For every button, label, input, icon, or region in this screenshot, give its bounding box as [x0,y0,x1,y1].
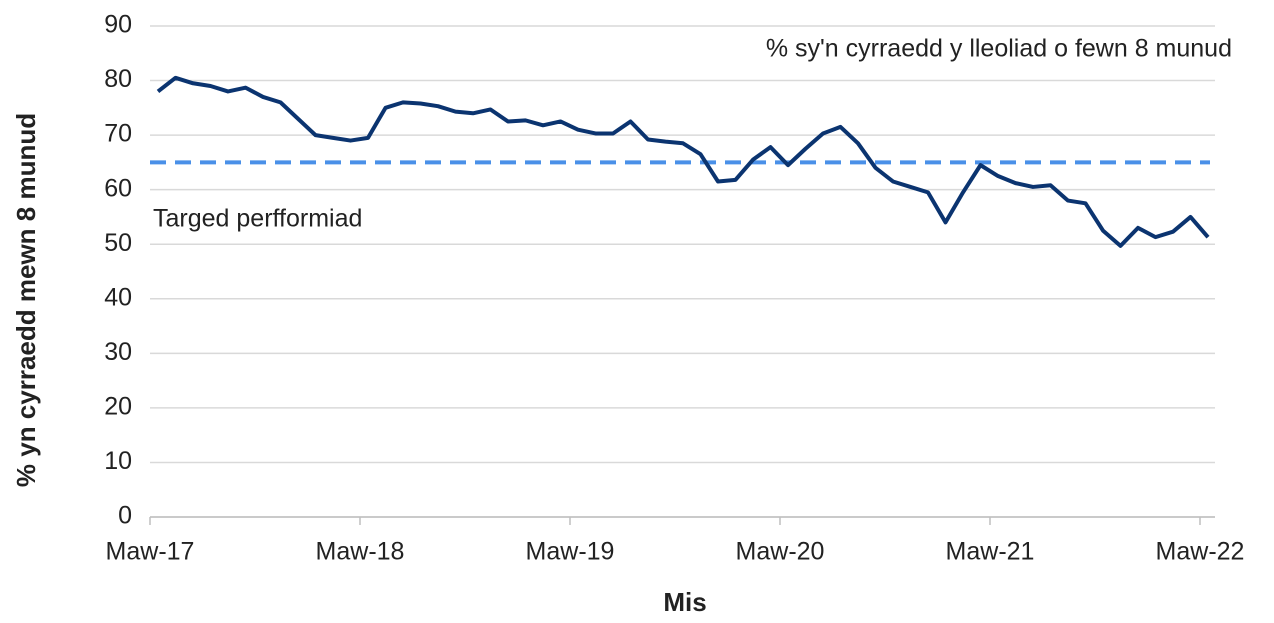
y-tick-label: 50 [104,229,132,257]
x-tick-label: Maw-21 [946,538,1035,566]
y-axis-title: % yn cyrraedd mewn 8 munud [11,113,41,487]
x-tick-label: Maw-20 [736,538,825,566]
x-axis-title: Mis [663,587,706,617]
x-tick-label: Maw-19 [526,538,615,566]
data-line [156,75,1210,248]
x-tick-label: Maw-22 [1156,538,1245,566]
series-label: % sy'n cyrraedd y lleoliad o fewn 8 munu… [766,35,1232,63]
y-tick-label: 0 [118,502,132,530]
target-label: Targed perfformiad [153,205,362,233]
y-tick-label: 10 [104,447,132,475]
x-tick-label: Maw-17 [106,538,195,566]
y-tick-label: 60 [104,174,132,202]
x-tick-label: Maw-18 [316,538,405,566]
y-tick-label: 90 [104,11,132,39]
y-tick-label: 80 [104,65,132,93]
y-tick-label: 30 [104,338,132,366]
y-tick-label: 70 [104,120,132,148]
y-tick-label: 40 [104,283,132,311]
y-tick-label: 20 [104,392,132,420]
